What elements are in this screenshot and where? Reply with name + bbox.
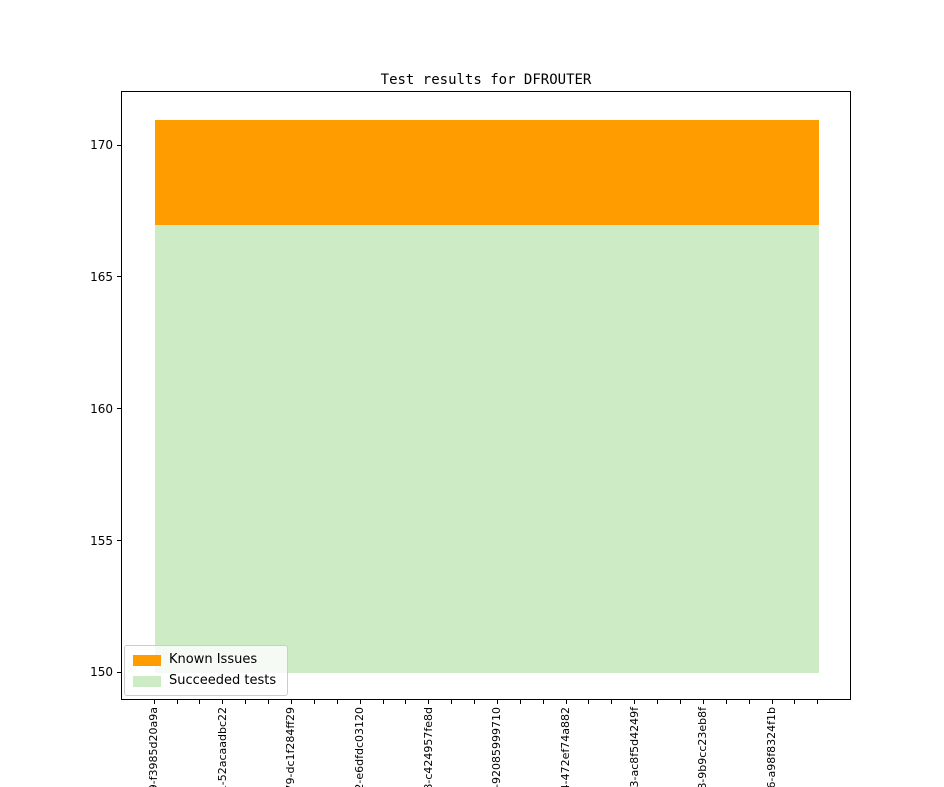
x-tick-label: 4-472ef74a882 [559,707,573,787]
legend-entry-succeeded-tests: Succeeded tests [133,673,279,689]
area-succeeded-tests [155,225,819,674]
x-tick [222,700,224,704]
y-tick [117,144,121,146]
x-tick [153,700,155,704]
area-known-issues [155,119,819,226]
x-tick [794,700,796,704]
x-tick [565,700,567,704]
plot-area [121,91,851,700]
x-tick-label: 8-c424957fe8d [421,707,435,787]
x-tick [474,700,476,704]
y-tick-label: 170 [90,138,113,153]
x-tick-label: 2-92085999710 [490,707,504,787]
x-tick [817,700,819,704]
x-tick [176,700,178,704]
legend-label: Known Issues [169,652,258,667]
x-tick [657,700,659,704]
y-tick [117,671,121,673]
x-tick [725,700,727,704]
x-tick [245,700,247,704]
x-tick-label: 18-9b9cc23eb8f [696,707,710,787]
x-tick [451,700,453,704]
legend-swatch-icon [133,675,161,687]
x-tick [496,700,498,704]
x-tick [680,700,681,704]
y-tick [117,408,121,410]
x-tick [771,700,773,704]
x-tick-label: 33-ac8f5d4249f [627,707,641,787]
x-tick-label: 9-f3985d20a9a [147,707,161,787]
y-tick [117,540,121,541]
x-tick-label: 1-52acaadbc22 [215,707,229,787]
x-tick [748,700,750,704]
legend-entry-known-issues: Known Issues [133,652,279,668]
legend-swatch-icon [133,654,161,666]
legend-label: Succeeded tests [169,673,277,688]
x-tick [382,700,384,704]
legend: Known Issues Succeeded tests [124,645,288,696]
x-tick-label: 79-dc1f284ff29 [284,707,298,787]
y-tick-label: 165 [90,269,113,284]
chart-title: Test results for DFROUTER [380,72,592,88]
x-tick [199,700,201,704]
x-tick [519,700,521,704]
x-tick [359,700,361,704]
x-tick [405,700,407,704]
x-tick [313,700,315,704]
y-tick-label: 155 [90,533,113,548]
x-tick [634,700,636,704]
x-tick [611,700,613,704]
x-tick [542,700,544,704]
x-tick [702,700,704,704]
x-tick [428,700,430,704]
x-tick-label: 2-e6dfdc03120 [353,707,367,787]
x-tick [336,700,338,704]
x-tick [290,700,292,704]
x-tick-label: 96-a98f8324f1b [765,707,779,787]
y-tick-label: 160 [90,401,113,416]
y-tick-label: 150 [90,665,113,680]
y-tick [117,276,121,278]
x-tick [268,700,270,704]
x-tick [588,700,590,704]
